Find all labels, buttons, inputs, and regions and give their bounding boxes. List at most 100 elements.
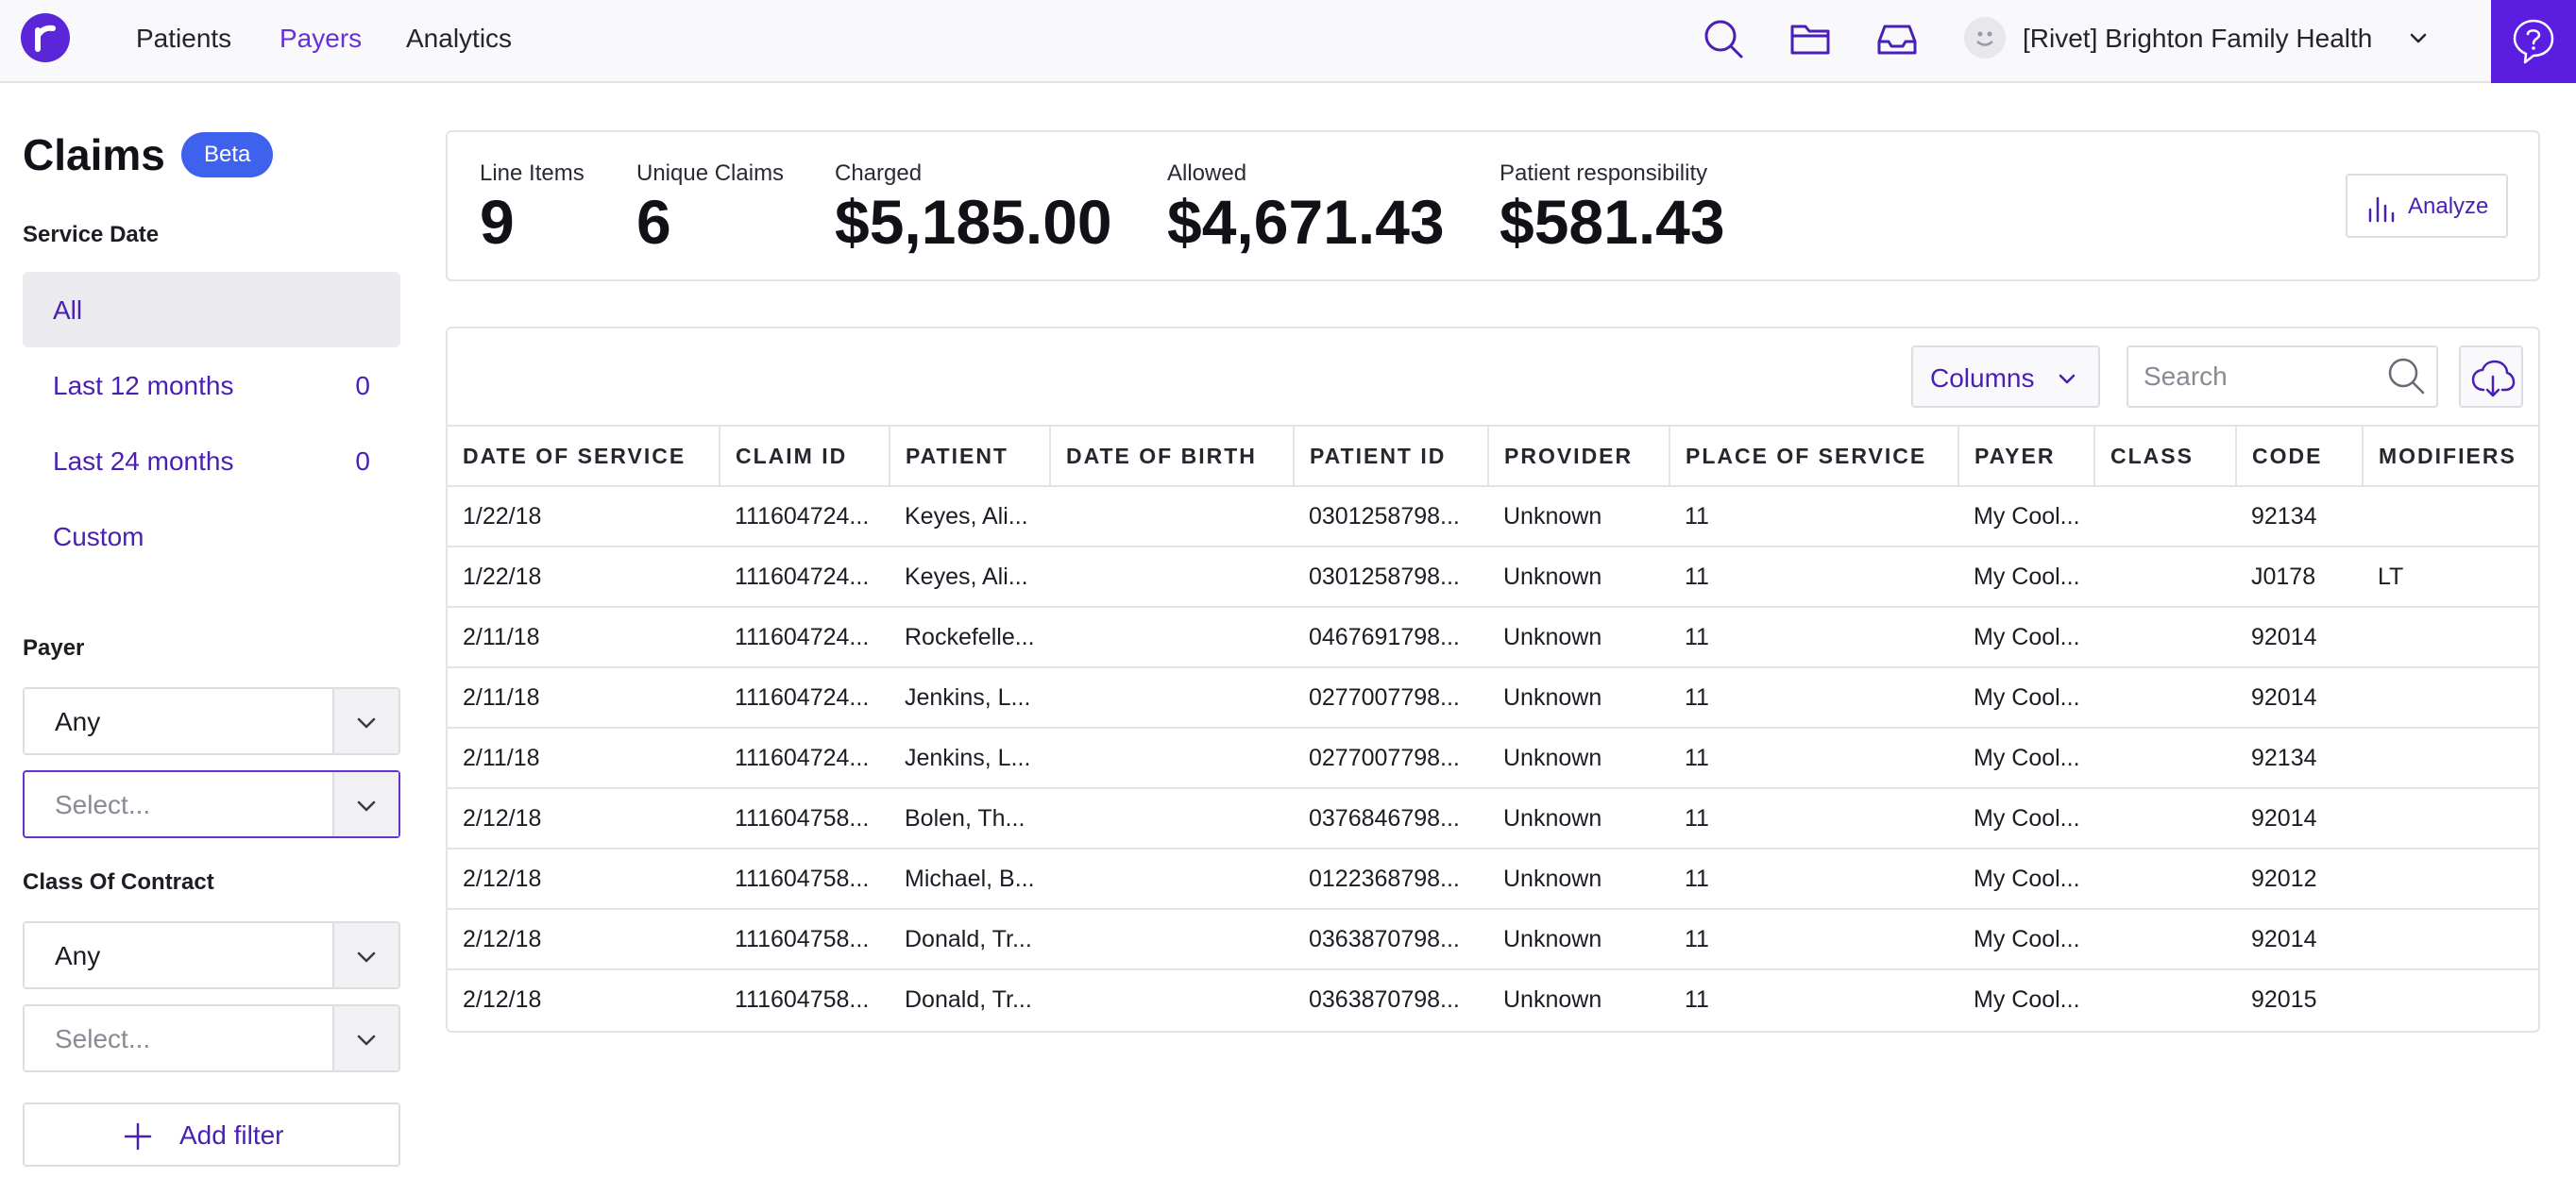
- column-header-provider[interactable]: PROVIDER: [1488, 425, 1670, 487]
- payer-match-select[interactable]: Any: [23, 687, 400, 755]
- table-row[interactable]: 1/22/18 111604724... Keyes, Ali... 03012587…: [448, 547, 2538, 608]
- payer-select[interactable]: Select...: [23, 770, 400, 838]
- stat-value: 9: [480, 187, 515, 257]
- column-header-claim-id[interactable]: CLAIM ID: [720, 425, 890, 487]
- column-header-code[interactable]: CODE: [2236, 425, 2364, 487]
- cell-place-of-service: 11: [1669, 607, 1958, 668]
- select-arrow[interactable]: [334, 689, 398, 753]
- inbox-icon[interactable]: [1873, 15, 1921, 62]
- column-header-payer[interactable]: PAYER: [1958, 425, 2095, 487]
- table-row[interactable]: 2/12/18 111604758... Michael, B... 01223687…: [448, 849, 2538, 910]
- cell-code: 92014: [2236, 909, 2363, 970]
- cell-claim-id: 111604758...: [720, 849, 890, 910]
- table-header-row: DATE OF SERVICE CLAIM ID PATIENT DATE OF…: [448, 425, 2538, 487]
- download-button[interactable]: [2459, 345, 2523, 408]
- cell-patient-id: 0363870798...: [1309, 986, 1460, 1013]
- chevron-down-icon: [357, 717, 376, 729]
- column-header-patient-id[interactable]: PATIENT ID: [1294, 425, 1489, 487]
- divider: [332, 923, 334, 987]
- analyze-button[interactable]: Analyze: [2346, 174, 2508, 238]
- cell-payer: My Cool...: [1958, 667, 2094, 729]
- table-row[interactable]: 2/11/18 111604724... Jenkins, L... 02770077…: [448, 667, 2538, 729]
- stat-charged: Charged $5,185.00: [835, 160, 1112, 253]
- cell-payer: My Cool...: [1958, 728, 2094, 789]
- table-row[interactable]: 2/12/18 111604758... Bolen, Th... 037684679…: [448, 788, 2538, 850]
- cell-patient-id: 0467691798...: [1294, 607, 1488, 668]
- column-header-class[interactable]: CLASS: [2094, 425, 2237, 487]
- select-arrow[interactable]: [334, 923, 398, 987]
- column-header-date-of-service[interactable]: DATE OF SERVICE: [448, 425, 720, 487]
- add-filter-button[interactable]: Add filter: [23, 1102, 400, 1167]
- search-icon[interactable]: [2385, 355, 2427, 396]
- search-icon[interactable]: [1700, 15, 1747, 62]
- column-header-patient[interactable]: PATIENT: [890, 425, 1051, 487]
- cell-date-of-birth: [1050, 667, 1294, 729]
- analyze-label: Analyze: [2408, 194, 2489, 219]
- cell-date-of-service: 2/11/18: [448, 728, 720, 789]
- help-button[interactable]: [2491, 0, 2576, 83]
- avatar[interactable]: [1964, 17, 2006, 59]
- cell-claim-id: 111604724...: [720, 728, 890, 789]
- cell-date-of-birth: [1050, 547, 1294, 608]
- table-row[interactable]: 1/22/18 111604724... Keyes, Ali... 03012587…: [448, 486, 2538, 547]
- service-date-option-all[interactable]: All: [23, 272, 400, 347]
- cell-patient-id: 0122368798...: [1294, 849, 1488, 910]
- nav-link-payers[interactable]: Payers: [280, 24, 363, 53]
- stat-label: Line Items: [480, 160, 585, 186]
- nav-link-patients[interactable]: Patients: [136, 24, 232, 53]
- nav-link-analytics[interactable]: Analytics: [406, 24, 513, 53]
- table-row[interactable]: 2/12/18 111604758... Donald, Tr... 03638707…: [448, 909, 2538, 970]
- columns-dropdown[interactable]: Columns: [1911, 345, 2100, 408]
- cell-place-of-service: 11: [1669, 547, 1958, 608]
- cell-date-of-service: 1/22/18: [448, 547, 720, 608]
- table-row[interactable]: 2/11/18 111604724... Jenkins, L... 02770077…: [448, 728, 2538, 789]
- org-switcher[interactable]: [Rivet] Brighton Family Health: [2023, 24, 2373, 53]
- cell-class: [2094, 728, 2236, 789]
- help-icon: [2513, 19, 2554, 64]
- rivet-logo-icon[interactable]: [21, 13, 70, 62]
- cell-patient: Rockefelle...: [890, 607, 1050, 668]
- cell-class: [2094, 667, 2236, 729]
- cell-class: [2094, 788, 2236, 850]
- service-date-option-last-12-months[interactable]: Last 12 months 0: [23, 347, 400, 423]
- cell-patient-id: 0301258798...: [1294, 486, 1488, 547]
- cell-modifiers: LT: [2363, 547, 2538, 608]
- column-header-place-of-service[interactable]: PLACE OF SERVICE: [1669, 425, 1959, 487]
- folder-icon[interactable]: [1787, 15, 1834, 62]
- cell-payer: My Cool...: [1974, 986, 2080, 1013]
- service-date-option-last-24-months[interactable]: Last 24 months 0: [23, 423, 400, 498]
- column-header-modifiers[interactable]: MODIFIERS: [2363, 425, 2538, 487]
- cell-provider: Unknown: [1488, 849, 1669, 910]
- cell-modifiers: [2363, 667, 2538, 729]
- stat-value: $4,671.43: [1167, 187, 1445, 257]
- beta-badge: Beta: [181, 132, 274, 177]
- select-arrow[interactable]: [334, 1006, 398, 1070]
- cell-payer: My Cool...: [1958, 607, 2094, 668]
- cell-place-of-service: 11: [1669, 667, 1958, 729]
- select-arrow[interactable]: [334, 772, 398, 836]
- cell-date-of-birth: [1050, 607, 1294, 668]
- cloud-download-icon: [2471, 360, 2516, 397]
- table-row[interactable]: 2/12/18 111604758... Donald, Tr... 03638707…: [448, 969, 2538, 1030]
- summary-stats-card: Line Items 9 Unique Claims 6 Charged $5,…: [446, 130, 2540, 281]
- cell-date-of-service: 2/12/18: [448, 788, 720, 850]
- class-of-contract-select[interactable]: Select...: [23, 1004, 400, 1072]
- option-count: 0: [355, 371, 370, 400]
- cell-date-of-birth: [1050, 909, 1294, 970]
- cell-payer: My Cool...: [1958, 909, 2094, 970]
- cell-class: [2094, 547, 2236, 608]
- cell-date-of-birth: [1050, 486, 1294, 547]
- search-input[interactable]: [2127, 345, 2438, 408]
- chevron-down-icon: [2059, 374, 2076, 384]
- stat-allowed: Allowed $4,671.43: [1167, 160, 1445, 253]
- cell-code: 92134: [2236, 486, 2363, 547]
- cell-date-of-service: 2/11/18: [448, 607, 720, 668]
- chevron-down-icon[interactable]: [2406, 26, 2431, 51]
- cell-modifiers: [2363, 486, 2538, 547]
- table-row[interactable]: 2/11/18 111604724... Rockefelle... 04676917…: [448, 607, 2538, 668]
- cell-date-of-service: 1/22/18: [448, 486, 720, 547]
- class-of-contract-match-select[interactable]: Any: [23, 921, 400, 989]
- service-date-option-custom[interactable]: Custom: [23, 498, 400, 574]
- column-header-date-of-birth[interactable]: DATE OF BIRTH: [1050, 425, 1295, 487]
- cell-date-of-birth: [1050, 969, 1294, 1030]
